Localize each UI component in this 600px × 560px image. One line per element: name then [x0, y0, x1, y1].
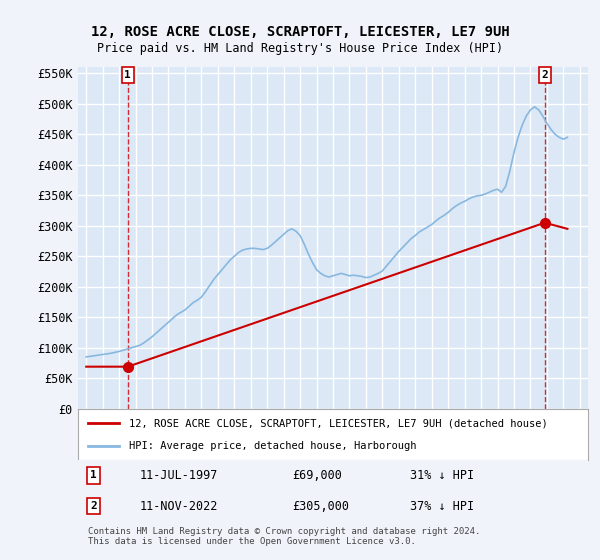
Text: £305,000: £305,000: [292, 500, 349, 512]
Text: 2: 2: [541, 70, 548, 80]
Text: HPI: Average price, detached house, Harborough: HPI: Average price, detached house, Harb…: [129, 441, 416, 451]
Text: Contains HM Land Registry data © Crown copyright and database right 2024.
This d: Contains HM Land Registry data © Crown c…: [88, 527, 481, 547]
Text: 11-JUL-1997: 11-JUL-1997: [139, 469, 218, 482]
Text: 37% ↓ HPI: 37% ↓ HPI: [409, 500, 473, 512]
Text: 12, ROSE ACRE CLOSE, SCRAPTOFT, LEICESTER, LE7 9UH: 12, ROSE ACRE CLOSE, SCRAPTOFT, LEICESTE…: [91, 25, 509, 39]
Text: £69,000: £69,000: [292, 469, 342, 482]
Text: 12, ROSE ACRE CLOSE, SCRAPTOFT, LEICESTER, LE7 9UH (detached house): 12, ROSE ACRE CLOSE, SCRAPTOFT, LEICESTE…: [129, 418, 548, 428]
Text: 1: 1: [124, 70, 131, 80]
Text: 11-NOV-2022: 11-NOV-2022: [139, 500, 218, 512]
Text: 1: 1: [90, 470, 97, 480]
Text: Price paid vs. HM Land Registry's House Price Index (HPI): Price paid vs. HM Land Registry's House …: [97, 42, 503, 55]
Text: 2: 2: [90, 501, 97, 511]
Text: 31% ↓ HPI: 31% ↓ HPI: [409, 469, 473, 482]
